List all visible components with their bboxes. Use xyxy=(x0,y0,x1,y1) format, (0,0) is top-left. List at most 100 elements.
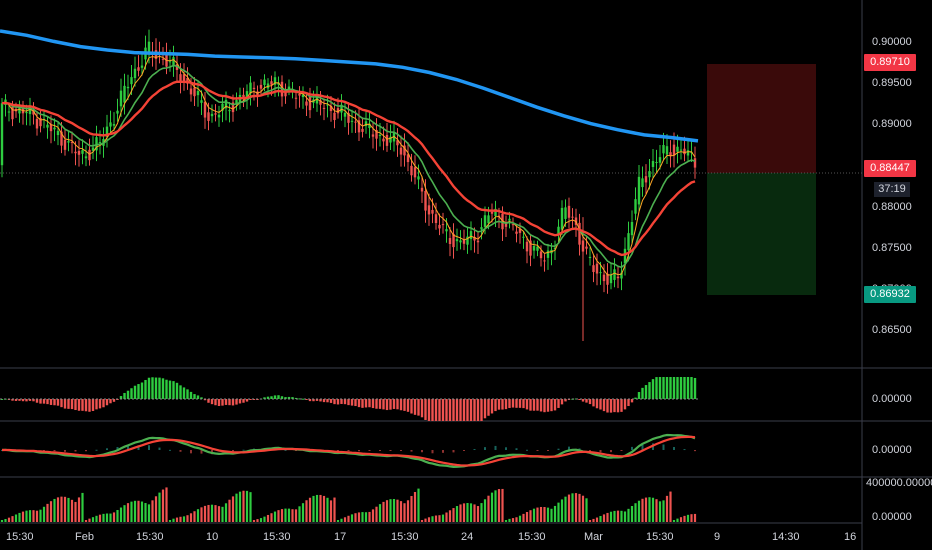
volume-bar xyxy=(18,512,21,522)
osc1-bar xyxy=(266,396,270,399)
volume-bar xyxy=(459,504,462,522)
osc1-bar xyxy=(196,395,200,399)
osc1-bar xyxy=(123,392,126,399)
osc2-bar xyxy=(389,450,392,451)
volume-bar xyxy=(116,510,119,522)
osc2-bar xyxy=(431,450,434,454)
candle-body xyxy=(382,138,385,142)
osc2-bar xyxy=(85,450,87,452)
candle-body xyxy=(588,256,592,258)
stop-loss-zone[interactable] xyxy=(707,64,816,173)
osc2-bar xyxy=(137,445,140,450)
candle-body xyxy=(403,145,406,156)
osc1-bar xyxy=(91,399,95,411)
candle-body xyxy=(326,104,329,106)
candle-body xyxy=(427,205,431,215)
candle-body xyxy=(207,112,210,121)
take-profit-zone[interactable] xyxy=(707,173,816,295)
osc1-bar xyxy=(455,399,459,421)
osc1-bar xyxy=(448,399,452,421)
volume-bar xyxy=(175,517,179,522)
osc1-bar xyxy=(399,399,403,411)
osc1-bar xyxy=(350,399,354,406)
volume-bar xyxy=(676,518,679,522)
osc1-bar xyxy=(105,399,109,406)
volume-bar xyxy=(28,510,32,522)
candle-body xyxy=(592,265,595,272)
volume-bar xyxy=(193,511,196,522)
osc1-bar xyxy=(147,377,151,399)
volume-bar xyxy=(651,497,655,522)
osc1-zero-label: 0.00000 xyxy=(872,393,912,405)
osc1-bar xyxy=(63,399,67,409)
osc1-bar xyxy=(609,399,613,413)
stop-price-tag[interactable]: 0.89710 xyxy=(864,54,916,71)
candle-body xyxy=(529,240,532,256)
candle-body xyxy=(375,129,378,139)
osc2-bar xyxy=(683,449,686,451)
candle-body xyxy=(368,123,371,128)
osc1-bar xyxy=(329,399,333,403)
osc1-bar xyxy=(658,377,662,399)
volume-bar xyxy=(291,509,294,522)
volume-bar xyxy=(340,518,343,522)
candle-body xyxy=(686,150,690,156)
candle-body xyxy=(39,118,42,127)
osc1-bar xyxy=(203,399,207,401)
volume-bar xyxy=(413,491,417,522)
osc1-bar xyxy=(550,399,553,412)
volume-bar xyxy=(273,511,277,522)
volume-bar xyxy=(210,504,214,522)
osc2-bar xyxy=(148,445,150,450)
osc1-bar xyxy=(364,399,368,408)
candle-body xyxy=(438,224,441,229)
target-price-tag[interactable]: 0.86932 xyxy=(864,286,916,303)
time-axis[interactable]: 15:30 Feb 15:30 10 15:30 17 15:30 24 15:… xyxy=(6,531,856,543)
candle-body xyxy=(396,140,399,146)
osc1-bar xyxy=(270,396,273,399)
osc1-bar xyxy=(207,399,210,403)
osc2-bar xyxy=(43,450,45,451)
candle-body xyxy=(221,103,224,111)
osc2-bar xyxy=(337,450,339,452)
osc2-bar xyxy=(53,450,56,452)
volume-bar xyxy=(382,501,385,522)
osc1-bar xyxy=(88,399,91,412)
osc1-bar xyxy=(389,399,392,410)
candle-body xyxy=(476,240,480,243)
osc1-bar xyxy=(560,399,564,405)
volume-bar xyxy=(21,511,25,522)
volume-bar xyxy=(627,508,630,522)
candle-body xyxy=(305,101,308,106)
candle-body xyxy=(49,124,53,132)
osc1-bar xyxy=(511,399,515,408)
volume-bar xyxy=(224,503,228,522)
volume-bar xyxy=(305,500,308,522)
volume-bar xyxy=(151,500,154,522)
candle-body xyxy=(501,213,504,230)
volume-bar xyxy=(347,515,350,522)
time-tick: Feb xyxy=(75,531,94,543)
volume-bar xyxy=(609,511,613,522)
osc1-bar xyxy=(592,399,595,407)
position-tool[interactable] xyxy=(707,64,816,295)
osc1-bar xyxy=(39,399,42,404)
volume-bar xyxy=(221,506,224,522)
candle-body xyxy=(672,144,676,156)
osc1-bar xyxy=(497,399,501,410)
osc1-bar xyxy=(476,399,480,421)
candle-body xyxy=(515,231,518,234)
volume-bar xyxy=(560,499,564,522)
current-price-tag[interactable]: 0.88447 xyxy=(864,160,916,177)
osc1-bar xyxy=(179,385,182,399)
volume-bar xyxy=(644,497,648,522)
osc1-bar xyxy=(140,382,144,399)
volume-zero-label: 0.00000 xyxy=(872,511,912,523)
osc1-bar xyxy=(651,379,655,399)
osc1-bar xyxy=(679,377,683,399)
candle-body xyxy=(189,88,193,95)
volume-bar xyxy=(301,503,305,522)
candle-body xyxy=(350,120,354,122)
candle-body xyxy=(504,222,508,227)
